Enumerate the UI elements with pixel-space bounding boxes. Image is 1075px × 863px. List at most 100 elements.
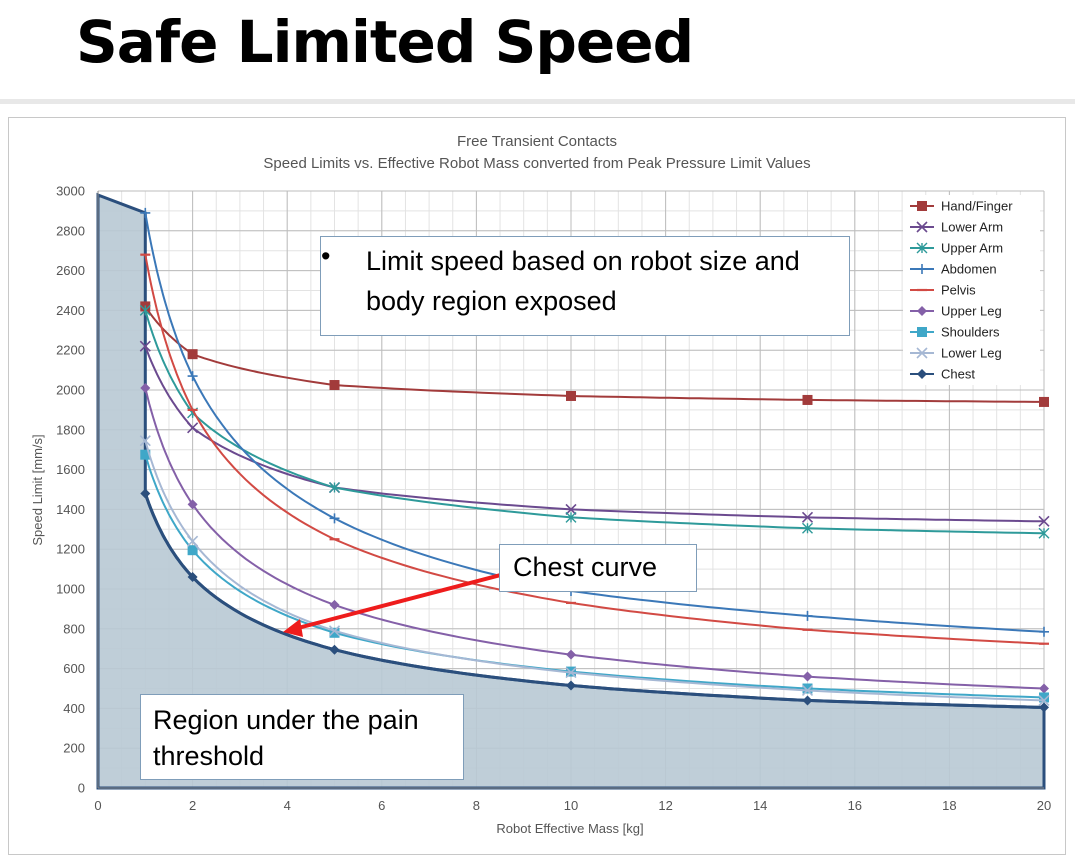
data-point-upper-leg (802, 671, 813, 682)
legend-marker (917, 327, 927, 337)
series-line-lower-arm (144, 345, 1045, 523)
y-tick-label: 600 (63, 661, 85, 676)
x-tick-label: 18 (942, 798, 956, 813)
bullet-marker: • (321, 241, 331, 271)
legend-item-abdomen: Abdomen (910, 262, 997, 277)
legend-label: Upper Leg (941, 304, 1002, 319)
y-tick-label: 2000 (56, 383, 85, 398)
y-tick-label: 3000 (56, 184, 85, 199)
x-tick-label: 4 (284, 798, 291, 813)
legend-item-hand-finger: Hand/Finger (910, 199, 1013, 214)
legend-label: Hand/Finger (941, 199, 1013, 214)
series-line-pelvis (144, 254, 1045, 645)
legend-item-upper-leg: Upper Leg (910, 304, 1002, 319)
data-point-shoulders (187, 545, 198, 556)
limit-speed-callout: • Limit speed based on robot size and bo… (320, 236, 850, 336)
series-line-abdomen (144, 212, 1045, 633)
x-tick-label: 2 (189, 798, 196, 813)
data-point-upper-arm (1038, 527, 1050, 539)
data-point-abdomen (802, 610, 813, 621)
data-point-upper-arm (139, 304, 151, 316)
data-point-chest (802, 695, 813, 706)
y-tick-label: 0 (78, 781, 85, 796)
legend-label: Lower Leg (941, 346, 1002, 361)
y-tick-label: 1200 (56, 542, 85, 557)
data-point-abdomen (187, 371, 198, 382)
series-line-chest (143, 493, 1045, 709)
legend-marker (916, 347, 928, 359)
legend-marker (916, 221, 928, 233)
series-line-upper-leg (144, 387, 1045, 690)
data-point-shoulders (329, 627, 340, 638)
y-tick-label: 2800 (56, 223, 85, 238)
data-point-upper-leg (566, 649, 576, 660)
data-point-chest (329, 644, 340, 655)
y-tick-label: 2200 (56, 343, 85, 358)
data-point-lower-arm (187, 422, 199, 434)
data-point-chest (1039, 702, 1049, 713)
legend-marker (916, 242, 928, 254)
chest-curve-callout: Chest curve (499, 544, 697, 592)
x-tick-label: 12 (658, 798, 672, 813)
x-tick-label: 6 (378, 798, 385, 813)
chart-subtitle: Speed Limits vs. Effective Robot Mass co… (263, 155, 810, 172)
data-point-upper-leg (140, 383, 151, 394)
series-line-lower-leg (144, 440, 1045, 702)
data-point-lower-leg (801, 684, 814, 697)
x-tick-label: 16 (848, 798, 862, 813)
chest-curve-text: Chest curve (513, 552, 658, 582)
legend-label: Pelvis (941, 283, 976, 298)
data-point-upper-leg (329, 599, 340, 610)
data-point-upper-arm (329, 482, 340, 494)
data-point-lower-leg (139, 435, 151, 447)
legend-item-chest: Chest (910, 367, 975, 382)
data-point-chest (566, 680, 576, 691)
data-point-shoulders (140, 449, 151, 460)
data-point-hand-finger (1039, 396, 1049, 407)
axes (97, 191, 1044, 789)
legend-marker (917, 306, 927, 316)
legend-marker (917, 264, 927, 274)
data-point-hand-finger (187, 349, 198, 360)
series-chest (140, 488, 1049, 713)
pain-region-text: Region under the pain threshold (153, 705, 419, 771)
pain-region-callout: Region under the pain threshold (140, 694, 464, 780)
data-point-lower-arm (139, 340, 151, 352)
x-tick-label: 8 (473, 798, 480, 813)
series-upper-arm (139, 304, 1050, 539)
data-point-abdomen (329, 513, 340, 524)
chest-curve-arrow (283, 570, 513, 637)
x-tick-label: 0 (94, 798, 101, 813)
legend-item-pelvis: Pelvis (910, 283, 976, 298)
data-point-upper-arm (802, 522, 813, 534)
series-upper-leg (140, 383, 1049, 694)
legend-marker (917, 201, 927, 211)
legend-label: Chest (941, 367, 975, 382)
title-divider (0, 99, 1075, 104)
data-point-lower-leg (1038, 694, 1050, 707)
series-lower-leg (139, 435, 1050, 707)
data-point-hand-finger (566, 390, 576, 401)
x-tick-label: 10 (564, 798, 578, 813)
series-line-upper-arm (144, 310, 1045, 535)
data-point-lower-leg (328, 625, 341, 637)
series-layer (139, 207, 1050, 713)
legend-item-shoulders: Shoulders (910, 325, 1000, 340)
data-point-shoulders (1039, 692, 1049, 703)
data-point-hand-finger (329, 380, 340, 391)
x-axis-label: Robot Effective Mass [kg] (496, 821, 643, 836)
legend-label: Abdomen (941, 262, 997, 277)
y-tick-label: 1800 (56, 422, 85, 437)
data-point-lower-arm (1038, 515, 1050, 527)
arrow-head (283, 619, 303, 637)
data-point-lower-arm (801, 511, 814, 523)
data-point-lower-leg (565, 667, 577, 679)
y-tick-label: 800 (63, 621, 85, 636)
x-tick-label: 14 (753, 798, 767, 813)
legend: Hand/Finger Lower Arm Upper Arm Abdomen Pelv… (903, 195, 1040, 385)
y-tick-label: 400 (63, 701, 85, 716)
y-tick-label: 1400 (56, 502, 85, 517)
data-point-lower-arm (565, 503, 577, 515)
y-tick-label: 2600 (56, 263, 85, 278)
chart-title: Free Transient Contacts (457, 133, 617, 150)
